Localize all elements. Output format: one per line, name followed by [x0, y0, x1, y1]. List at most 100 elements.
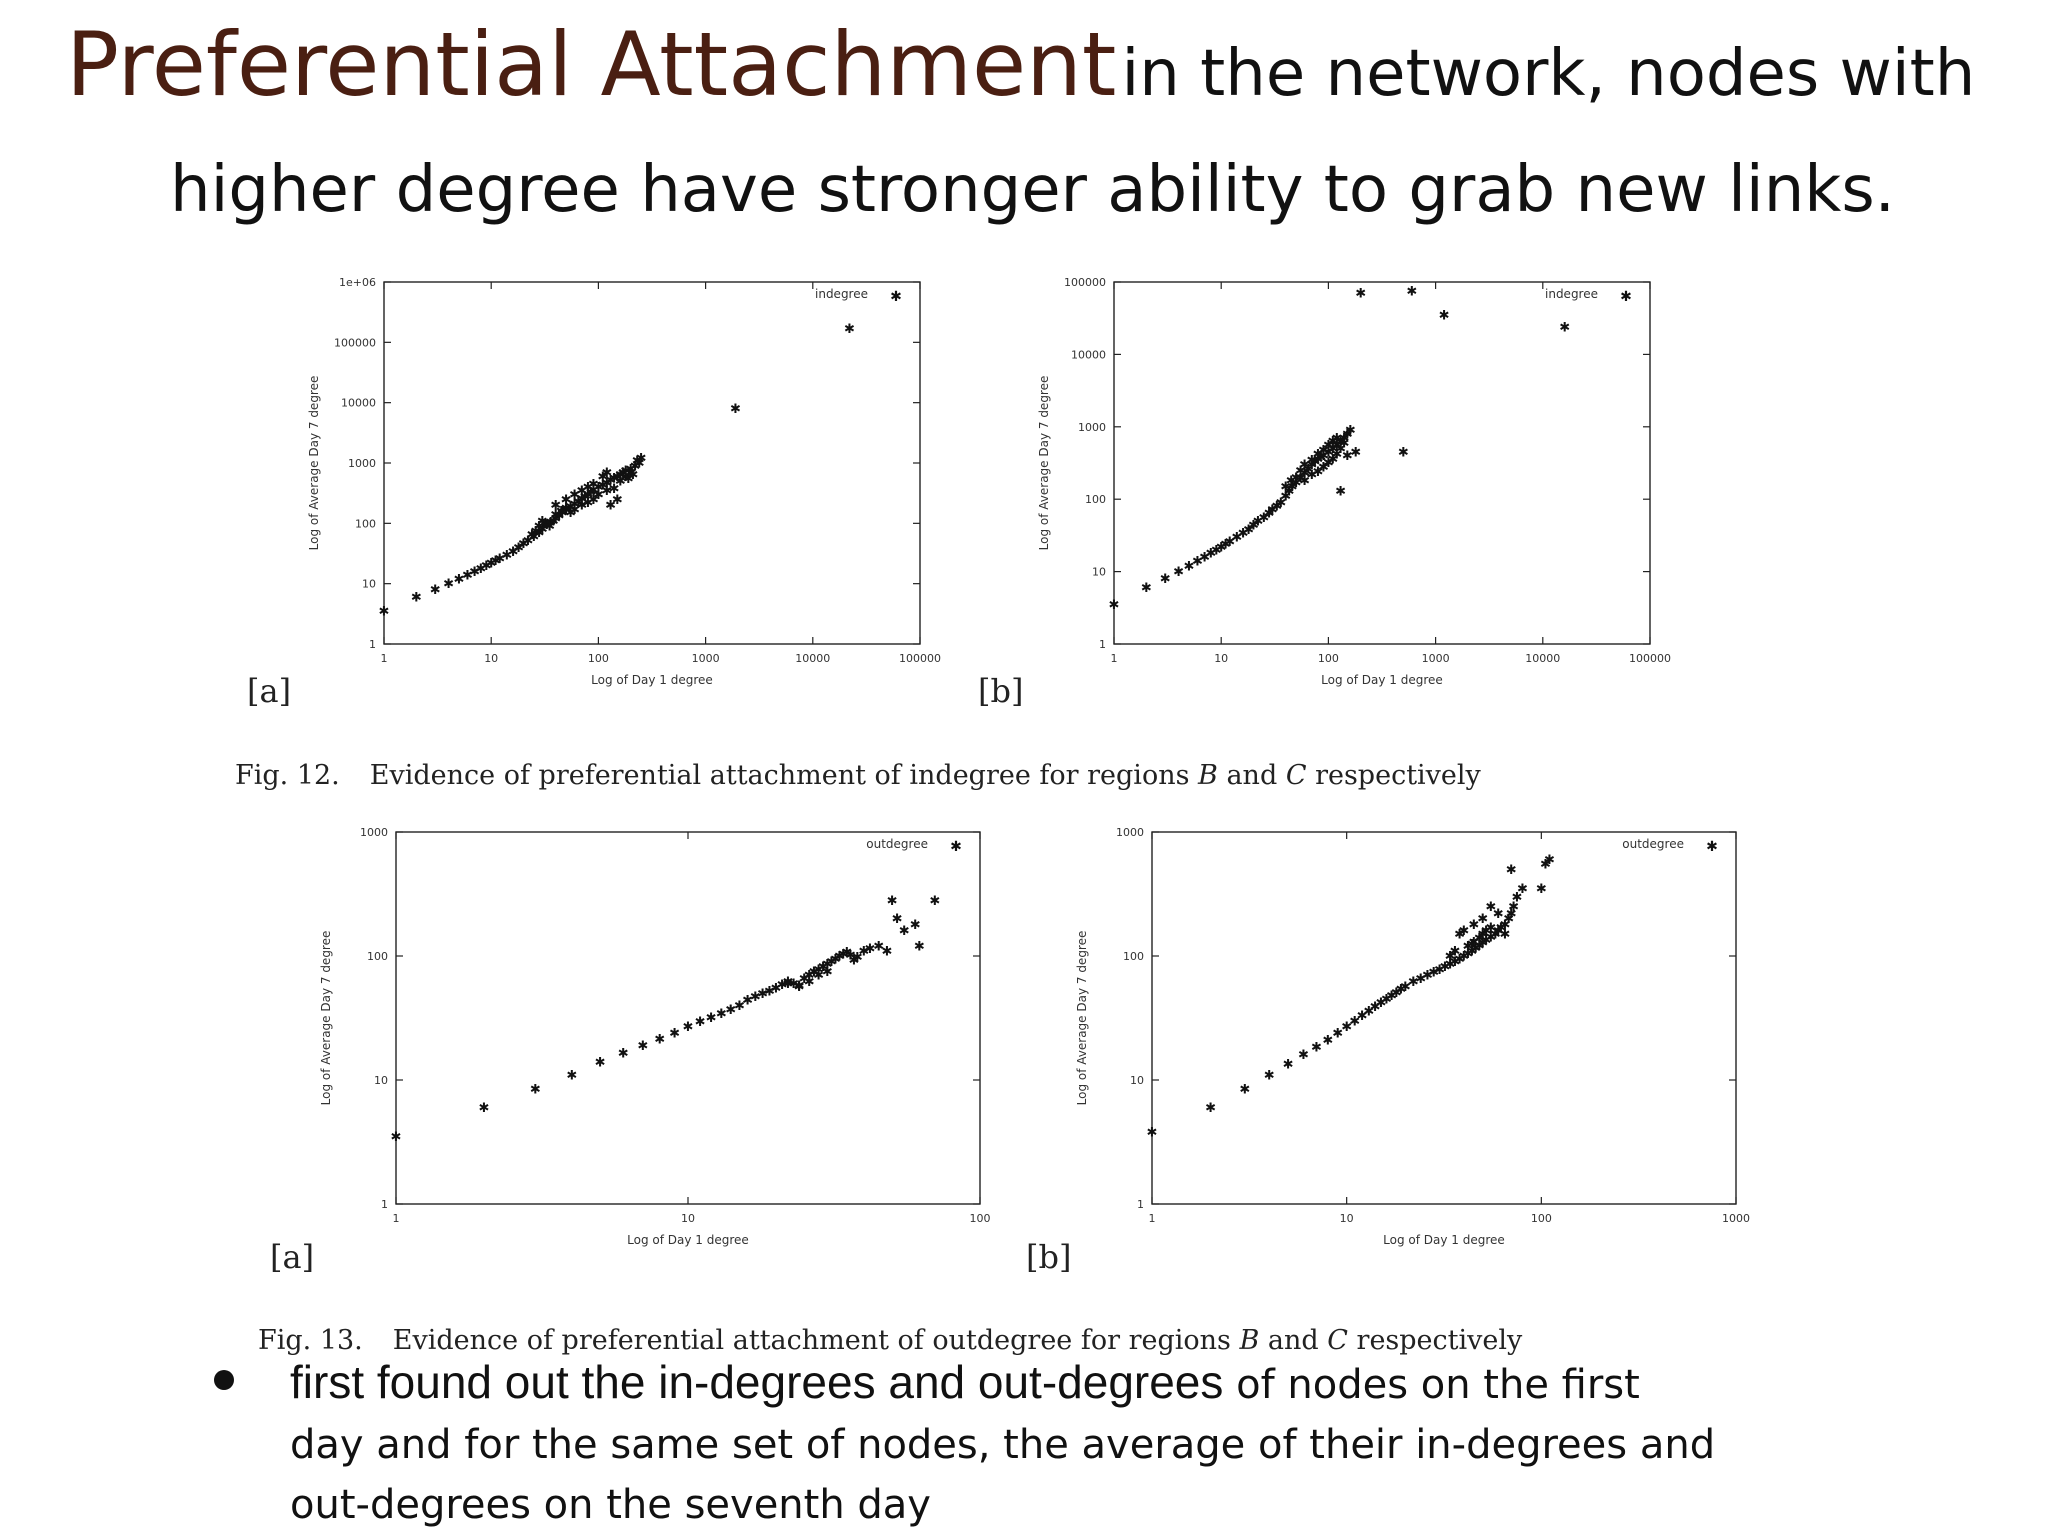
data-point: ✱ [534, 520, 545, 535]
data-point: ✱ [1363, 1005, 1374, 1020]
data-point: ✱ [1470, 942, 1481, 957]
data-point: ✱ [469, 565, 480, 580]
data-point: ✱ [618, 1047, 629, 1062]
y-tick-label: 100 [1085, 493, 1106, 506]
data-point: ✱ [565, 506, 576, 521]
data-point: ✱ [528, 530, 539, 545]
y-tick-label: 10 [362, 578, 376, 591]
data-point: ✱ [1342, 449, 1353, 464]
data-point: ✱ [1205, 547, 1216, 562]
data-point: ✱ [783, 975, 794, 990]
data-point: ✱ [609, 482, 620, 497]
data-point: ✱ [1466, 944, 1477, 959]
data-point: ✱ [1370, 1000, 1381, 1015]
data-point: ✱ [1183, 559, 1194, 574]
data-point: ✱ [1283, 1057, 1294, 1072]
x-tick-label: 100000 [899, 652, 941, 665]
data-point: ✱ [1192, 555, 1203, 570]
data-point: ✱ [804, 975, 815, 990]
caption-text-end: respectively [1306, 760, 1481, 791]
data-point: ✱ [799, 972, 810, 987]
data-point: ✱ [453, 572, 464, 587]
data-point: ✱ [1295, 471, 1306, 486]
x-tick-label: 100 [1318, 652, 1339, 665]
data-point: ✱ [508, 545, 519, 560]
data-point: ✱ [1160, 572, 1171, 587]
data-point: ✱ [1306, 453, 1317, 468]
y-axis-label: Log of Average Day 7 degree [307, 376, 321, 551]
data-point: ✱ [605, 499, 616, 514]
data-point: ✱ [1544, 853, 1555, 868]
legend-marker-icon: ✱ [950, 839, 962, 855]
data-point: ✱ [1408, 975, 1419, 990]
data-point: ✱ [1147, 1126, 1158, 1141]
x-axis-label: Log of Day 1 degree [627, 1233, 749, 1247]
data-point: ✱ [1481, 924, 1492, 939]
data-point: ✱ [583, 488, 594, 503]
data-point: ✱ [858, 944, 869, 959]
data-point: ✱ [561, 493, 572, 508]
figure-caption-12: Fig. 12. Evidence of preferential attachm… [235, 760, 1481, 791]
x-tick-label: 100000 [1629, 652, 1671, 665]
data-point: ✱ [1506, 907, 1517, 922]
y-tick-label: 100 [1123, 950, 1144, 963]
data-point: ✱ [1349, 1014, 1360, 1029]
data-point: ✱ [1303, 463, 1314, 478]
data-point: ✱ [548, 514, 559, 529]
data-point: ✱ [838, 947, 849, 962]
y-tick-label: 1e+06 [339, 276, 376, 289]
data-point: ✱ [654, 1032, 665, 1047]
data-point: ✱ [475, 562, 486, 577]
title-subtitle-line2: higher degree have stronger ability to g… [170, 153, 1895, 227]
data-point: ✱ [518, 537, 529, 552]
data-point: ✱ [537, 523, 548, 538]
data-point: ✱ [716, 1007, 727, 1022]
data-point: ✱ [1345, 424, 1356, 439]
y-tick-label: 100 [367, 950, 388, 963]
data-point: ✱ [576, 484, 587, 499]
data-point: ✱ [1287, 480, 1298, 495]
data-point: ✱ [1313, 448, 1324, 463]
data-point: ✱ [822, 958, 833, 973]
y-tick-label: 1000 [1078, 421, 1106, 434]
data-point: ✱ [734, 999, 745, 1014]
data-point: ✱ [809, 965, 820, 980]
data-point: ✱ [873, 940, 884, 955]
data-point: ✱ [379, 605, 390, 620]
data-point: ✱ [826, 955, 837, 970]
scatter-plot-svg: 1 10 100 1000 1 10 100 1000 Log of Day 1 degree L… [1075, 826, 1750, 1247]
data-point: ✱ [541, 518, 552, 533]
data-point: ✱ [576, 499, 587, 514]
data-point: ✱ [513, 541, 524, 556]
data-point: ✱ [1503, 912, 1514, 927]
data-point: ✱ [1323, 456, 1334, 471]
data-point: ✱ [1109, 598, 1120, 613]
data-point: ✱ [595, 1055, 606, 1070]
title-main: Preferential Attachment [66, 13, 1117, 116]
bullet-line-2: day and for the same set of nodes, the a… [290, 1422, 1716, 1468]
caption-region-c: C [1285, 760, 1307, 791]
data-point: ✱ [683, 1020, 694, 1035]
data-point: ✱ [1512, 890, 1523, 905]
legend-label: indegree [1545, 287, 1598, 301]
data-point: ✱ [1391, 986, 1402, 1001]
x-tick-label: 1 [1111, 652, 1118, 665]
data-point: ✱ [1485, 921, 1496, 936]
x-tick-label: 1000 [1422, 652, 1450, 665]
panel-tag-fig13a: [a] [270, 1238, 315, 1276]
data-point: ✱ [1275, 496, 1286, 511]
data-point: ✱ [593, 488, 604, 503]
data-point: ✱ [1341, 1020, 1352, 1035]
data-point: ✱ [569, 488, 580, 503]
data-point: ✱ [844, 322, 855, 337]
data-point: ✱ [1559, 320, 1570, 335]
data-point: ✱ [1499, 918, 1510, 933]
data-point: ✱ [593, 481, 604, 496]
data-point: ✱ [1458, 924, 1469, 939]
data-point: ✱ [1481, 933, 1492, 948]
data-point: ✱ [1458, 950, 1469, 965]
data-point: ✱ [1205, 1101, 1216, 1116]
data-point: ✱ [623, 472, 634, 487]
data-point: ✱ [537, 514, 548, 529]
data-point: ✱ [1499, 928, 1510, 943]
